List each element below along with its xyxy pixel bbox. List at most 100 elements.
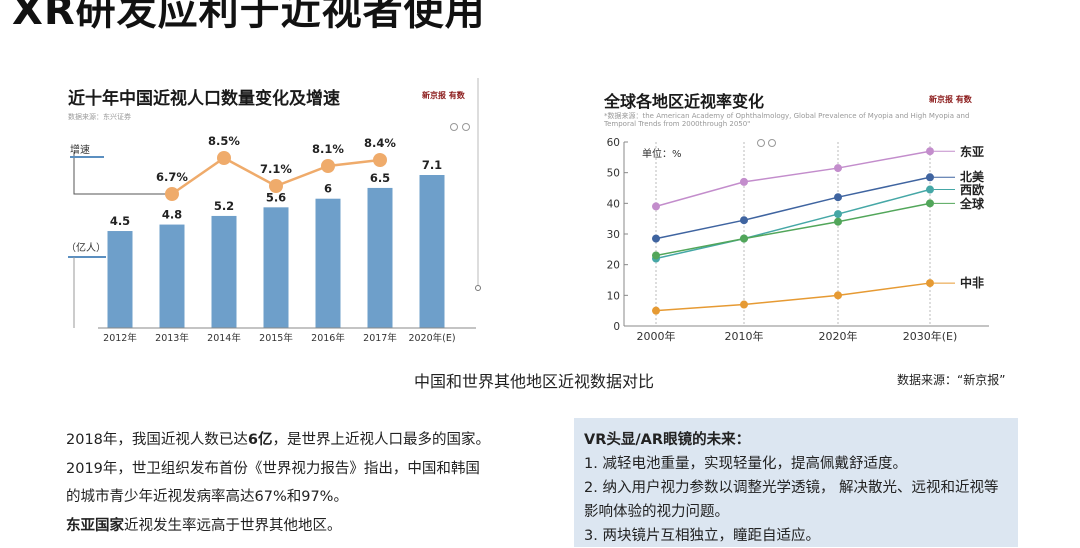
x-tick-label: 2012年 [103,332,137,344]
growth-value-label: 8.5% [208,134,240,148]
y-tick-label: 20 [607,260,620,272]
fact-line: 2019年，世卫组织发布首份《世界视力报告》指出，中国和韩国 [66,460,480,477]
future-box: VR头显/AR眼镜的未来： 1. 减轻电池重量，实现轻量化，提高佩戴舒适度。 2… [574,418,1018,547]
chart2-plot: 0 10 20 30 40 50 60 2000年 2010年 2020年 2030年(E) 单位：%… [607,137,989,343]
x-tick-label: 2010年 [725,329,764,343]
figure-caption: 中国和世界其他地区近视数据对比 [414,372,655,391]
bar [315,198,341,328]
china-myopia-chart: 近十年中国近视人口数量变化及增速 新京报 有数 数据来源：东兴证券 增速 （亿人）… [58,70,488,352]
series-point [926,185,934,194]
y-tick-label: 50 [607,168,620,180]
source-note: 数据来源：“新京报” [897,373,1006,387]
series-line [655,150,931,208]
growth-label: 增速 [70,143,90,156]
chart1-source: 数据来源：东兴证券 [68,113,131,121]
toggle-dot [450,123,458,131]
future-item: 2. 纳入用户视力参数以调整光学透镜， 解决散光、远视和近视等影响体验的视力问题… [584,480,999,520]
bar [367,187,393,328]
y-tick-label: 60 [607,137,620,149]
bar-value-label: 6.5 [370,171,390,185]
series-line [655,176,931,240]
legend-label: 北美 [960,169,985,184]
x-tick-label: 2015年 [259,332,293,344]
toggle-dot [768,139,776,147]
series-point [926,199,934,208]
growth-point [165,187,179,201]
series-point [652,202,660,211]
growth-bracket [73,152,168,195]
future-item: 1. 减轻电池重量，实现轻量化，提高佩戴舒适度。 [584,456,907,472]
bar [263,207,289,328]
growth-value-label: 8.1% [312,142,344,156]
bar-value-label: 4.8 [162,208,182,222]
series-line [655,202,931,257]
series-point [834,217,842,226]
legend-label: 全球 [959,196,985,211]
facts-text: 2018年，我国近视人数已达6亿，是世界上近视人口最多的国家。 2019年，世卫… [66,426,556,540]
y-tick-label: 40 [607,198,620,210]
bar [419,175,445,328]
right-guide-dot [475,285,481,291]
series-point [834,291,842,300]
bar [211,215,237,328]
toggle-dot [757,139,765,147]
y-tick-label: 10 [607,290,620,302]
series-point [652,306,660,315]
growth-value-label: 6.7% [156,170,188,184]
chart1-title: 近十年中国近视人口数量变化及增速 [68,89,340,109]
series-point [926,279,934,288]
series-point [740,300,748,309]
series-point [740,177,748,186]
chart1-plot: 增速 （亿人） 4.5 2012年 4.8 2013年 5.2 2014年 5.6 2015年 6 2… [66,78,481,344]
unit-label: 单位：% [642,147,682,160]
growth-point [321,159,335,173]
growth-value-label: 7.1% [260,162,292,176]
fact-line: 的城市青少年近视发病率高达67%和97%。 [66,489,348,505]
bar [107,231,133,328]
x-tick-label: 2030年(E) [903,329,958,343]
x-tick-label: 2020年 [819,329,858,343]
bar-value-label: 6 [324,182,332,196]
future-title: VR头显/AR眼镜的未来： [584,432,751,448]
unit-label: （亿人） [66,241,106,254]
series-point [652,251,660,260]
chart2-source: *数据来源：the American Academy of Ophthalmol… [604,112,970,128]
series-point [740,216,748,225]
series-point [834,164,842,173]
fact-line: 2018年，我国近视人数已达6亿，是世界上近视人口最多的国家。 [66,432,490,448]
chart2-title: 全球各地区近视率变化 [604,92,765,111]
x-tick-label: 2020年(E) [408,332,455,344]
series-line [655,282,931,312]
series-point [740,234,748,243]
slide-title: XR研发应利于近视者使用 [12,0,486,34]
x-tick-label: 2000年 [637,329,676,343]
legend-label: 中非 [960,275,984,290]
series-point [926,173,934,182]
toggle-dot [462,123,470,131]
x-tick-label: 2017年 [363,332,397,344]
x-tick-label: 2016年 [311,332,345,344]
legend-label: 东亚 [960,144,984,159]
bar-value-label: 4.5 [110,214,130,228]
y-tick-label: 30 [607,229,620,241]
chart1-brand-logo: 新京报 有数 [422,91,465,100]
global-myopia-chart: 全球各地区近视率变化 新京报 有数 *数据来源：the American Aca… [594,82,1004,352]
series-point [834,193,842,202]
growth-point [373,153,387,167]
future-item: 3. 两块镜片互相独立，瞳距自适应。 [584,528,820,544]
chart2-brand-logo: 新京报 有数 [929,95,972,104]
growth-value-label: 8.4% [364,136,396,150]
bar-value-label: 5.6 [266,190,286,204]
x-tick-label: 2014年 [207,332,241,344]
growth-point [217,151,231,165]
series-point [652,234,660,243]
series-point [926,147,934,156]
bar-value-label: 5.2 [214,199,234,213]
bar-value-label: 7.1 [422,158,442,172]
legend-label: 西欧 [960,182,984,197]
series-line [655,188,931,260]
x-tick-label: 2013年 [155,332,189,344]
y-tick-label: 0 [613,321,620,333]
growth-point [269,179,283,193]
fact-line: 东亚国家近视发生率远高于世界其他地区。 [66,517,342,534]
